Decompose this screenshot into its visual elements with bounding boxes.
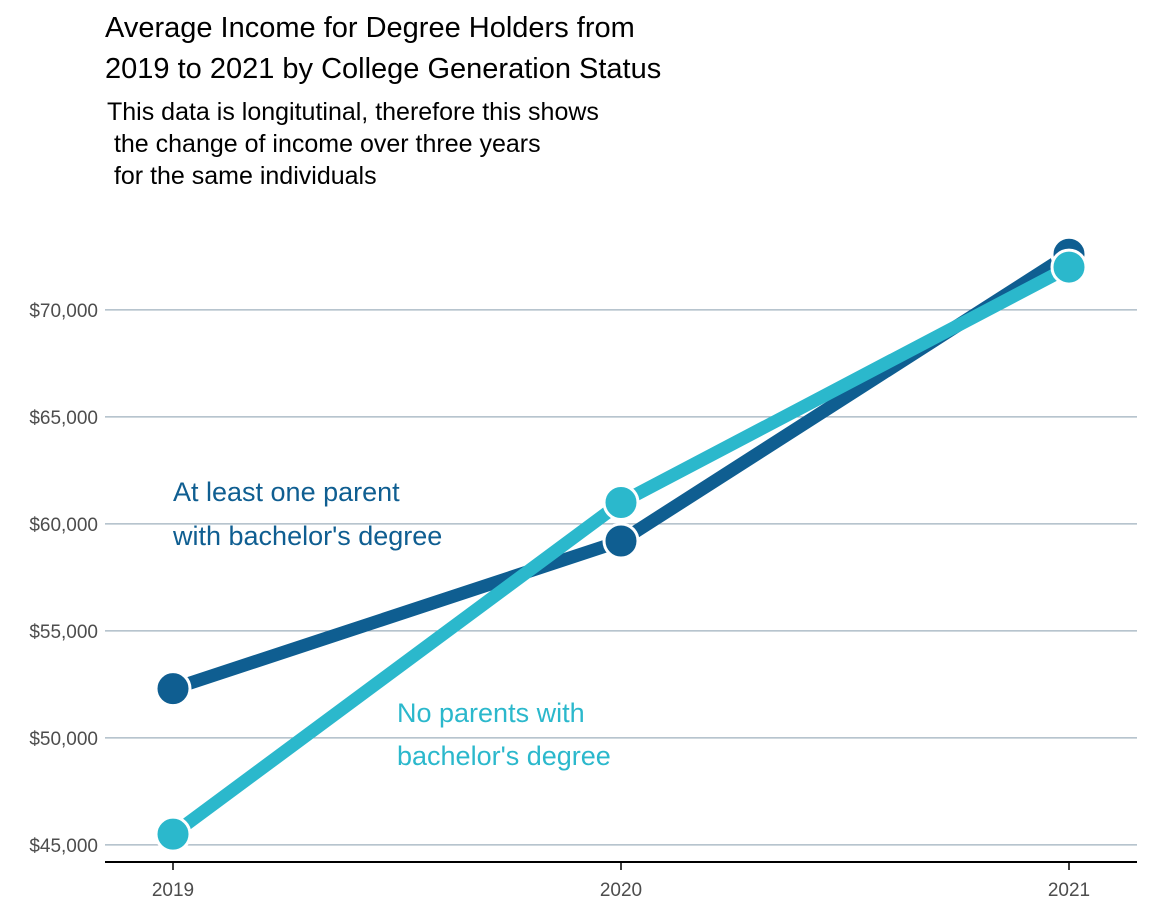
x-tick-label: 2019: [152, 880, 194, 901]
y-tick-label: $65,000: [29, 408, 98, 429]
chart-subtitle-line-1: This data is longitutinal, therefore thi…: [107, 98, 599, 126]
series-line: [166, 247, 1076, 696]
series-1: [154, 235, 1088, 708]
x-tick-label: 2021: [1048, 880, 1090, 901]
x-tick-label: 2020: [600, 880, 642, 901]
chart-title-line-1: Average Income for Degree Holders from: [105, 12, 635, 44]
series-lines: [154, 235, 1088, 853]
data-point: [602, 483, 640, 521]
chart-subtitle: This data is longitutinal, therefore thi…: [107, 98, 599, 190]
y-tick-label: $45,000: [29, 836, 98, 857]
x-axis: [105, 861, 1137, 870]
series-label: No parents with: [397, 698, 585, 728]
series-label: At least one parent: [173, 477, 400, 507]
series-2: [154, 248, 1088, 853]
y-tick-label: $55,000: [29, 622, 98, 643]
x-axis-tick-labels: 2019 2020 2021: [152, 880, 1090, 901]
series-labels: At least one parent with bachelor's degre…: [172, 477, 611, 771]
chart-title-line-2: 2019 to 2021 by College Generation Statu…: [105, 53, 661, 85]
y-tick-label: $50,000: [29, 729, 98, 750]
gridlines: [105, 309, 1137, 846]
series-label: with bachelor's degree: [172, 521, 442, 551]
data-point: [154, 670, 192, 708]
y-tick-label: $60,000: [29, 515, 98, 536]
data-point: [1050, 248, 1088, 286]
chart-title: Average Income for Degree Holders from 2…: [105, 12, 661, 85]
y-axis-tick-labels: $45,000 $50,000 $55,000 $60,000 $65,000 $70,0…: [29, 301, 98, 857]
data-point: [154, 815, 192, 853]
data-point: [602, 522, 640, 560]
chart-subtitle-line-3: for the same individuals: [107, 162, 377, 190]
chart-subtitle-line-2: the change of income over three years: [107, 130, 541, 158]
y-tick-label: $70,000: [29, 301, 98, 322]
series-label: bachelor's degree: [397, 741, 611, 771]
